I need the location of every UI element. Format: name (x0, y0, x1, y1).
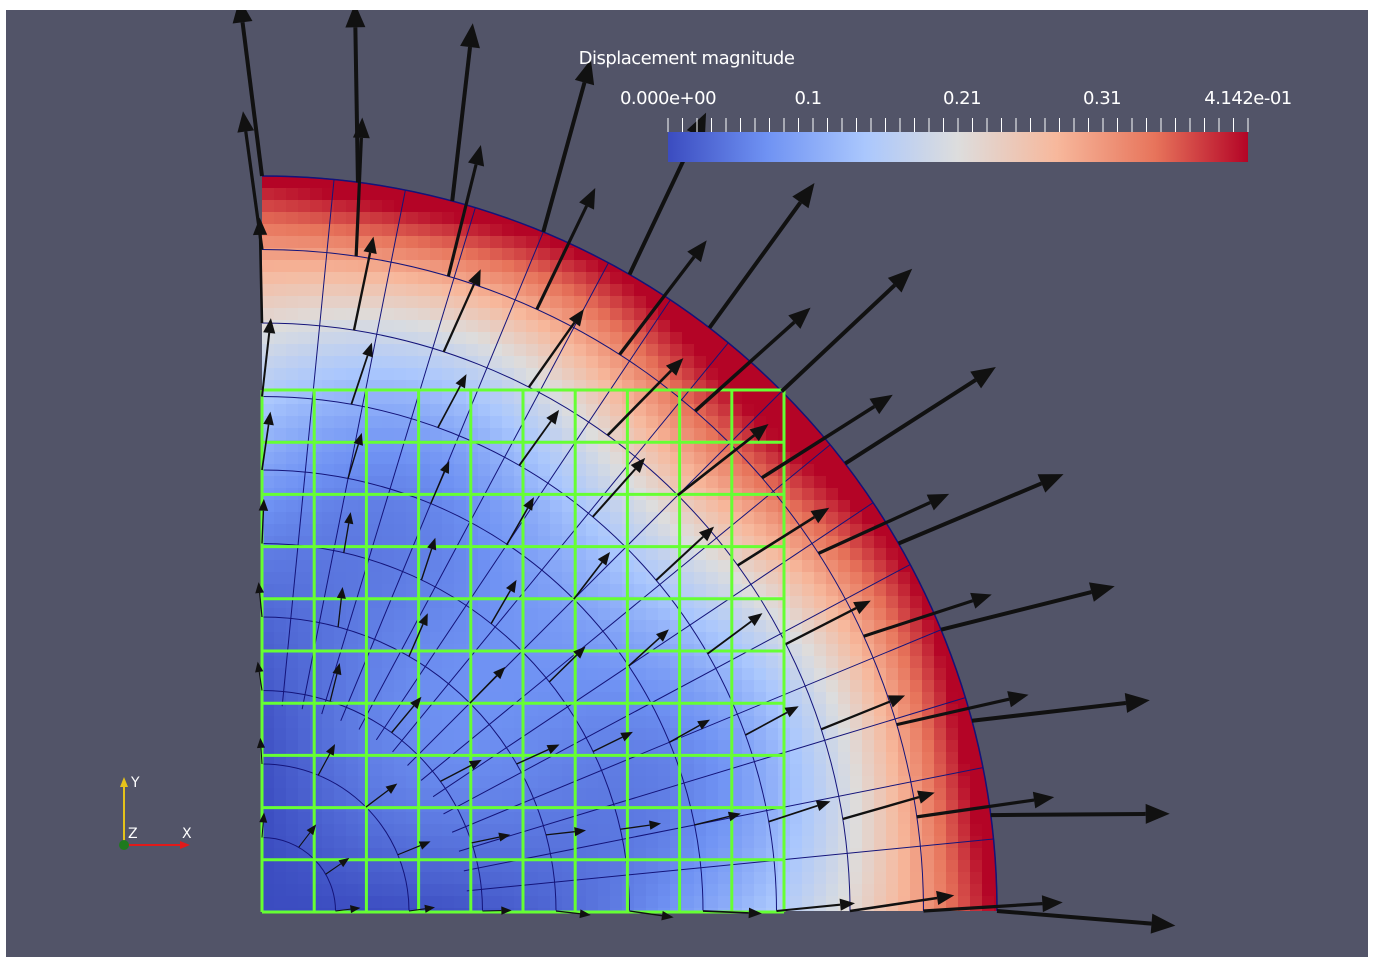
colorbar-tick-label: 4.142e-01 (1204, 88, 1292, 109)
displacement-arrows (232, 10, 1176, 934)
axis-z-label: Z (128, 826, 138, 842)
legend-title: Displacement magnitude (578, 48, 795, 69)
colorbar-tick-label: 0.000e+00 (619, 88, 717, 109)
colorbar-tick-label: 0.21 (943, 88, 982, 109)
colorbar-tick-label: 0.1 (794, 88, 822, 109)
color-legend (667, 118, 1249, 162)
axis-y-label: Y (131, 775, 140, 791)
orientation-axes-widget (119, 777, 190, 850)
colorbar (668, 132, 1248, 162)
colorbar-ticks (667, 118, 1249, 132)
colorbar-tick-label: 0.31 (1083, 88, 1122, 109)
axis-x-label: X (182, 826, 192, 842)
render-viewport[interactable] (6, 10, 1368, 957)
reference-grid-overlay (260, 388, 786, 914)
scene-canvas[interactable] (6, 10, 1368, 957)
